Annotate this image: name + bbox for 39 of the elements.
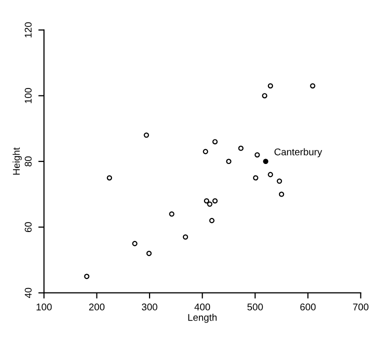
y-axis-title: Height [12, 147, 22, 175]
y-tick-label: 100 [24, 88, 32, 104]
point [263, 158, 268, 164]
point [207, 202, 212, 207]
y-tick-label: 80 [24, 156, 32, 166]
x-tick-label: 600 [300, 304, 316, 310]
point [144, 132, 150, 138]
x-tick-label: 300 [142, 304, 158, 310]
y-tick-label: 60 [24, 222, 32, 232]
point [262, 93, 268, 98]
x-axis-title: Length [188, 314, 217, 323]
point [132, 240, 138, 246]
point [212, 198, 218, 204]
point [182, 234, 188, 240]
point [238, 146, 244, 151]
point [146, 250, 152, 256]
x-tick-label: 100 [36, 304, 52, 310]
x-tick-label: 400 [194, 304, 210, 310]
y-tick-label: 40 [24, 288, 32, 298]
point [204, 198, 210, 204]
point [209, 218, 214, 224]
point [226, 158, 232, 164]
x-tick-label: 500 [247, 304, 263, 310]
point [169, 211, 174, 217]
point [268, 172, 274, 178]
point [202, 148, 208, 154]
point [254, 152, 260, 158]
point [276, 178, 282, 184]
point [253, 175, 258, 180]
point [106, 175, 112, 180]
point [278, 192, 284, 197]
point [268, 83, 274, 88]
x-tick-label: 700 [353, 304, 368, 310]
series-label: Canterbury [274, 148, 322, 158]
point [84, 274, 90, 280]
x-tick-label: 200 [89, 304, 105, 310]
point [310, 83, 316, 88]
y-tick-label: 120 [24, 22, 32, 38]
point [212, 139, 218, 144]
